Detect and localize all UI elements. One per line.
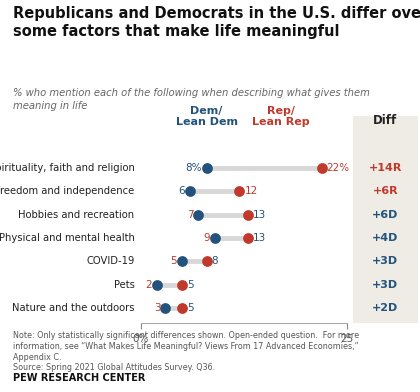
Text: 2: 2 (146, 280, 152, 290)
Text: Pets: Pets (113, 280, 134, 290)
Text: Physical and mental health: Physical and mental health (0, 233, 134, 243)
Text: Hobbies and recreation: Hobbies and recreation (18, 210, 134, 220)
Text: 9: 9 (203, 233, 210, 243)
Text: Spirituality, faith and religion: Spirituality, faith and religion (0, 163, 134, 173)
Text: Diff: Diff (373, 114, 397, 127)
Text: 3: 3 (154, 303, 160, 313)
Text: Source: Spring 2021 Global Attitudes Survey. Q36.: Source: Spring 2021 Global Attitudes Sur… (13, 363, 215, 372)
Text: % who mention each of the following when describing what gives them
meaning in l: % who mention each of the following when… (13, 88, 370, 111)
Text: Note: Only statistically significant differences shown. Open-ended question.  Fo: Note: Only statistically significant dif… (13, 331, 359, 363)
Text: +3D: +3D (372, 256, 399, 267)
Text: 5: 5 (187, 280, 194, 290)
Point (236, 188, 243, 194)
Point (244, 235, 251, 241)
Text: 5: 5 (170, 256, 177, 267)
Text: 13: 13 (253, 233, 266, 243)
Text: 8%: 8% (185, 163, 202, 173)
Point (244, 212, 251, 218)
Text: 22%: 22% (327, 163, 350, 173)
Text: +3D: +3D (372, 280, 399, 290)
Point (178, 305, 185, 311)
Text: Republicans and Democrats in the U.S. differ over
some factors that make life me: Republicans and Democrats in the U.S. di… (13, 6, 420, 39)
Text: Dem/
Lean Dem: Dem/ Lean Dem (176, 106, 238, 127)
Text: 13: 13 (253, 210, 266, 220)
Text: +6D: +6D (372, 210, 399, 220)
Text: COVID-19: COVID-19 (86, 256, 134, 267)
Point (211, 235, 218, 241)
Text: PEW RESEARCH CENTER: PEW RESEARCH CENTER (13, 373, 145, 383)
Text: +4D: +4D (372, 233, 399, 243)
Point (154, 282, 160, 288)
Text: 7: 7 (187, 210, 193, 220)
Point (203, 258, 210, 265)
Text: +14R: +14R (369, 163, 402, 173)
Text: 6: 6 (178, 187, 185, 196)
Point (178, 282, 185, 288)
Text: Nature and the outdoors: Nature and the outdoors (12, 303, 134, 313)
Text: Rep/
Lean Rep: Rep/ Lean Rep (252, 106, 310, 127)
Point (318, 165, 325, 171)
Text: 8: 8 (212, 256, 218, 267)
Point (178, 258, 185, 265)
Point (162, 305, 169, 311)
Text: Freedom and independence: Freedom and independence (0, 187, 134, 196)
Text: +6R: +6R (373, 187, 398, 196)
Text: +2D: +2D (372, 303, 399, 313)
Point (203, 165, 210, 171)
Point (187, 188, 194, 194)
Text: 12: 12 (244, 187, 258, 196)
Text: 5: 5 (187, 303, 194, 313)
Point (195, 212, 202, 218)
